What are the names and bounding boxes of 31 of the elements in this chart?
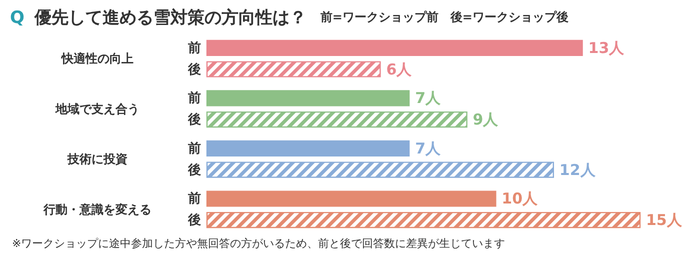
data-label: 10人 xyxy=(502,190,539,208)
bar xyxy=(206,61,381,78)
bar xyxy=(206,212,641,228)
y-tick-label: 技術に投資 xyxy=(66,152,128,166)
bar xyxy=(206,111,468,128)
text: 前 xyxy=(188,91,201,106)
text: 後 xyxy=(188,162,201,178)
data-label: 7人 xyxy=(415,139,442,158)
text: 前 xyxy=(188,192,201,207)
bar xyxy=(206,190,496,207)
bar xyxy=(206,40,583,56)
data-label: 6人 xyxy=(386,60,413,78)
y-tick-label: 快適性の向上 xyxy=(60,52,134,66)
series-label: 後 xyxy=(187,61,201,78)
text: 後 xyxy=(188,213,201,228)
bar xyxy=(206,162,554,178)
data-label: 9人 xyxy=(472,110,500,129)
data-label: 15人 xyxy=(646,211,683,230)
text: 後 xyxy=(188,112,201,128)
series-label: 前 xyxy=(187,40,201,56)
data-label: 7人 xyxy=(415,89,442,108)
bar xyxy=(206,140,410,157)
bar xyxy=(206,90,410,106)
data-label: 13人 xyxy=(588,38,626,57)
text: 前 xyxy=(188,141,201,156)
y-tick-label: 行動・意識を変える xyxy=(42,202,152,216)
chart-subtitle: 前=ワークショップ前 後=ワークショップ後 xyxy=(320,8,568,26)
y-tick-label: 地域で支え合う xyxy=(54,102,140,116)
chart-title: Q 優先して進める雪対策の方向性は？ xyxy=(10,6,306,28)
text: ※ワークショップに途中参加した方や無回答の方がいるため、前と後で回答数に差異が生じています xyxy=(12,236,506,251)
data-label: 12人 xyxy=(559,160,596,179)
